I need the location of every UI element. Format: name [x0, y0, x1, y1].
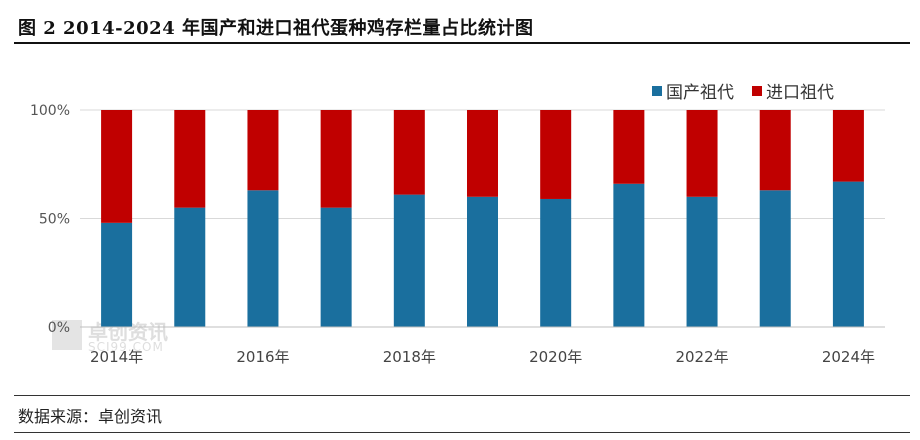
- bar-domestic: [247, 190, 279, 327]
- y-tick-label: 0%: [48, 320, 70, 336]
- footer-bottom-rule: [14, 432, 910, 433]
- bar-domestic: [832, 181, 864, 327]
- bar-imported: [540, 110, 572, 199]
- bar-domestic: [393, 194, 425, 327]
- bar-domestic: [613, 183, 645, 327]
- bar-imported: [101, 110, 133, 223]
- footer-top-rule: [14, 395, 910, 396]
- bar-domestic: [101, 222, 133, 327]
- bar-imported: [686, 110, 718, 197]
- bar-imported: [832, 110, 864, 182]
- bar-imported: [613, 110, 645, 184]
- legend-label-imported: 进口祖代: [766, 83, 834, 103]
- bar-domestic: [320, 207, 352, 327]
- bar-domestic: [540, 198, 572, 327]
- y-tick-label: 50%: [39, 212, 70, 228]
- bar-domestic: [759, 190, 791, 327]
- legend-item-domestic: 国产祖代: [652, 78, 734, 103]
- bar-imported: [393, 110, 425, 195]
- chart-title: 图 2 2014-2024 年国产和进口祖代蛋种鸡存栏量占比统计图: [18, 18, 534, 39]
- bar-domestic: [467, 196, 498, 327]
- x-tick-label: 2014年: [90, 348, 143, 366]
- legend-item-imported: 进口祖代: [752, 78, 834, 103]
- legend: 国产祖代 进口祖代: [652, 78, 834, 103]
- bar-domestic: [686, 196, 718, 327]
- source-note: 数据来源：卓创资讯: [18, 407, 163, 426]
- x-tick-label: 2020年: [529, 348, 582, 366]
- x-tick-label: 2018年: [383, 348, 436, 366]
- bar-imported: [174, 110, 206, 208]
- bar-imported: [247, 110, 279, 191]
- legend-label-domestic: 国产祖代: [666, 83, 734, 103]
- legend-swatch-imported: [752, 85, 762, 96]
- bar-domestic: [174, 207, 206, 327]
- y-tick-label: 100%: [30, 103, 70, 119]
- watermark-url: SCI99.COM: [88, 340, 164, 354]
- legend-swatch-domestic: [652, 85, 662, 96]
- x-tick-label: 2022年: [675, 348, 728, 366]
- watermark-icon: [52, 320, 82, 350]
- bar-imported: [320, 110, 352, 208]
- bar-imported: [759, 110, 791, 191]
- x-tick-label: 2016年: [236, 348, 289, 366]
- x-tick-label: 2024年: [822, 348, 875, 366]
- title-bar: 图 2 2014-2024 年国产和进口祖代蛋种鸡存栏量占比统计图: [14, 8, 910, 44]
- bar-imported: [467, 110, 498, 197]
